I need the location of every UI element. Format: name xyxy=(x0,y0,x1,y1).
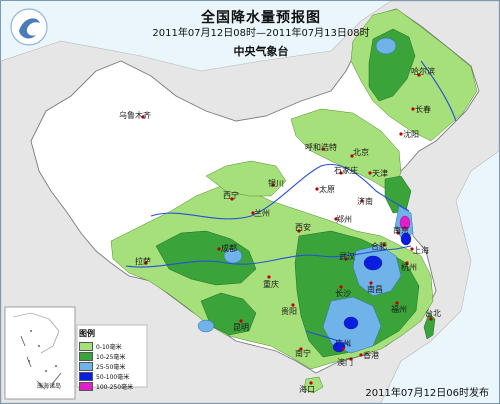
cma-logo-icon xyxy=(10,8,48,46)
legend-title: 图例 xyxy=(79,329,95,338)
city-label: 天津 xyxy=(372,169,388,178)
legend-swatch xyxy=(79,351,93,361)
city-label: 昆明 xyxy=(233,323,249,332)
city-label: 南昌 xyxy=(367,285,383,294)
city-label: 海口 xyxy=(299,385,315,394)
legend-item: 0-10毫米 xyxy=(79,341,143,351)
issuer-label: 中央气象台 xyxy=(233,45,289,58)
legend: 图例 0-10毫米 10-25毫米 25-50毫米 50-100毫米 100-2… xyxy=(79,329,143,391)
city-label: 澳门 xyxy=(337,358,353,367)
south-china-sea-label: 南海诸岛 xyxy=(37,383,62,390)
city-label: 呼和浩特 xyxy=(305,143,337,152)
city-label: 杭州 xyxy=(401,263,417,272)
inset-coastline xyxy=(12,312,60,354)
city-label: 重庆 xyxy=(263,280,279,289)
legend-label: 50-100毫米 xyxy=(96,373,130,381)
legend-rows: 0-10毫米 10-25毫米 25-50毫米 50-100毫米 100-250毫… xyxy=(79,341,143,391)
legend-swatch xyxy=(79,361,93,371)
rain-50-100-areas xyxy=(332,232,412,353)
legend-label: 0-10毫米 xyxy=(96,343,122,351)
legend-swatch xyxy=(79,341,93,351)
city-label: 石家庄 xyxy=(334,166,358,175)
city-label: 哈尔滨 xyxy=(411,67,435,76)
city-label: 台北 xyxy=(425,309,441,318)
city-label: 北京 xyxy=(353,148,369,157)
city-label: 上海 xyxy=(413,246,429,255)
city-label: 拉萨 xyxy=(135,257,151,266)
city-label: 太原 xyxy=(319,185,335,194)
city-label: 南京 xyxy=(393,226,409,235)
city-label: 合肥 xyxy=(371,242,387,251)
city-label: 银川 xyxy=(268,179,284,188)
city-label: 广州 xyxy=(335,339,351,348)
legend-label: 25-50毫米 xyxy=(96,363,126,371)
hainan-island xyxy=(303,376,324,394)
city-label: 福州 xyxy=(391,305,407,314)
city-label: 南宁 xyxy=(295,349,311,358)
rain-100-250-areas xyxy=(399,215,411,231)
city-label: 长春 xyxy=(415,105,431,114)
forecast-period: 2011年07月12日08时—2011年07月13日08时 xyxy=(152,28,370,39)
city-label: 武汉 xyxy=(339,252,355,261)
city-label: 长沙 xyxy=(335,289,351,298)
legend-item: 100-250毫米 xyxy=(79,381,143,391)
legend-swatch xyxy=(79,381,93,391)
map-title: 全国降水量预报图 xyxy=(201,10,321,26)
legend-item: 10-25毫米 xyxy=(79,351,143,361)
city-label: 乌鲁木齐 xyxy=(119,111,151,120)
issued-time: 2011年07月12日06时发布 xyxy=(365,388,489,399)
rivers xyxy=(125,60,457,347)
city-label: 济南 xyxy=(357,197,373,206)
city-label: 贵阳 xyxy=(281,307,297,316)
city-label: 沈阳 xyxy=(403,130,419,139)
legend-swatch xyxy=(79,371,93,381)
inset-nine-dash xyxy=(20,335,62,390)
city-label: 兰州 xyxy=(254,209,270,218)
city-label: 西安 xyxy=(295,223,311,232)
legend-item: 25-50毫米 xyxy=(79,361,143,371)
legend-label: 100-250毫米 xyxy=(96,383,134,391)
city-label: 成都 xyxy=(221,244,237,253)
city-label: 郑州 xyxy=(336,215,352,224)
city-markers xyxy=(141,73,433,385)
legend-item: 50-100毫米 xyxy=(79,371,143,381)
city-label: 西宁 xyxy=(223,191,239,200)
city-label: 香港 xyxy=(363,351,379,360)
title-block: 全国降水量预报图 2011年07月12日08时—2011年07月13日08时 中… xyxy=(141,9,381,61)
legend-label: 10-25毫米 xyxy=(96,353,126,361)
